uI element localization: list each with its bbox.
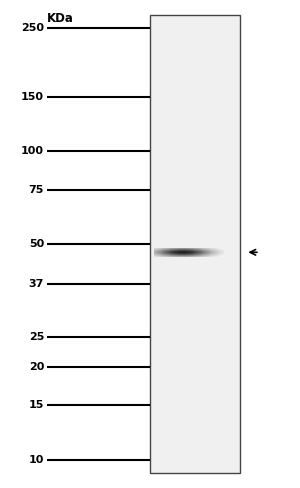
Text: KDa: KDa xyxy=(46,12,74,25)
Text: 10: 10 xyxy=(29,455,44,465)
Text: 15: 15 xyxy=(29,400,44,410)
Text: 150: 150 xyxy=(21,92,44,102)
Bar xyxy=(150,15,240,473)
Text: 25: 25 xyxy=(29,332,44,342)
Text: 50: 50 xyxy=(29,239,44,249)
Text: 20: 20 xyxy=(29,362,44,372)
Text: 37: 37 xyxy=(29,279,44,289)
Text: 250: 250 xyxy=(21,23,44,33)
Text: 75: 75 xyxy=(29,184,44,195)
Text: 100: 100 xyxy=(21,146,44,156)
